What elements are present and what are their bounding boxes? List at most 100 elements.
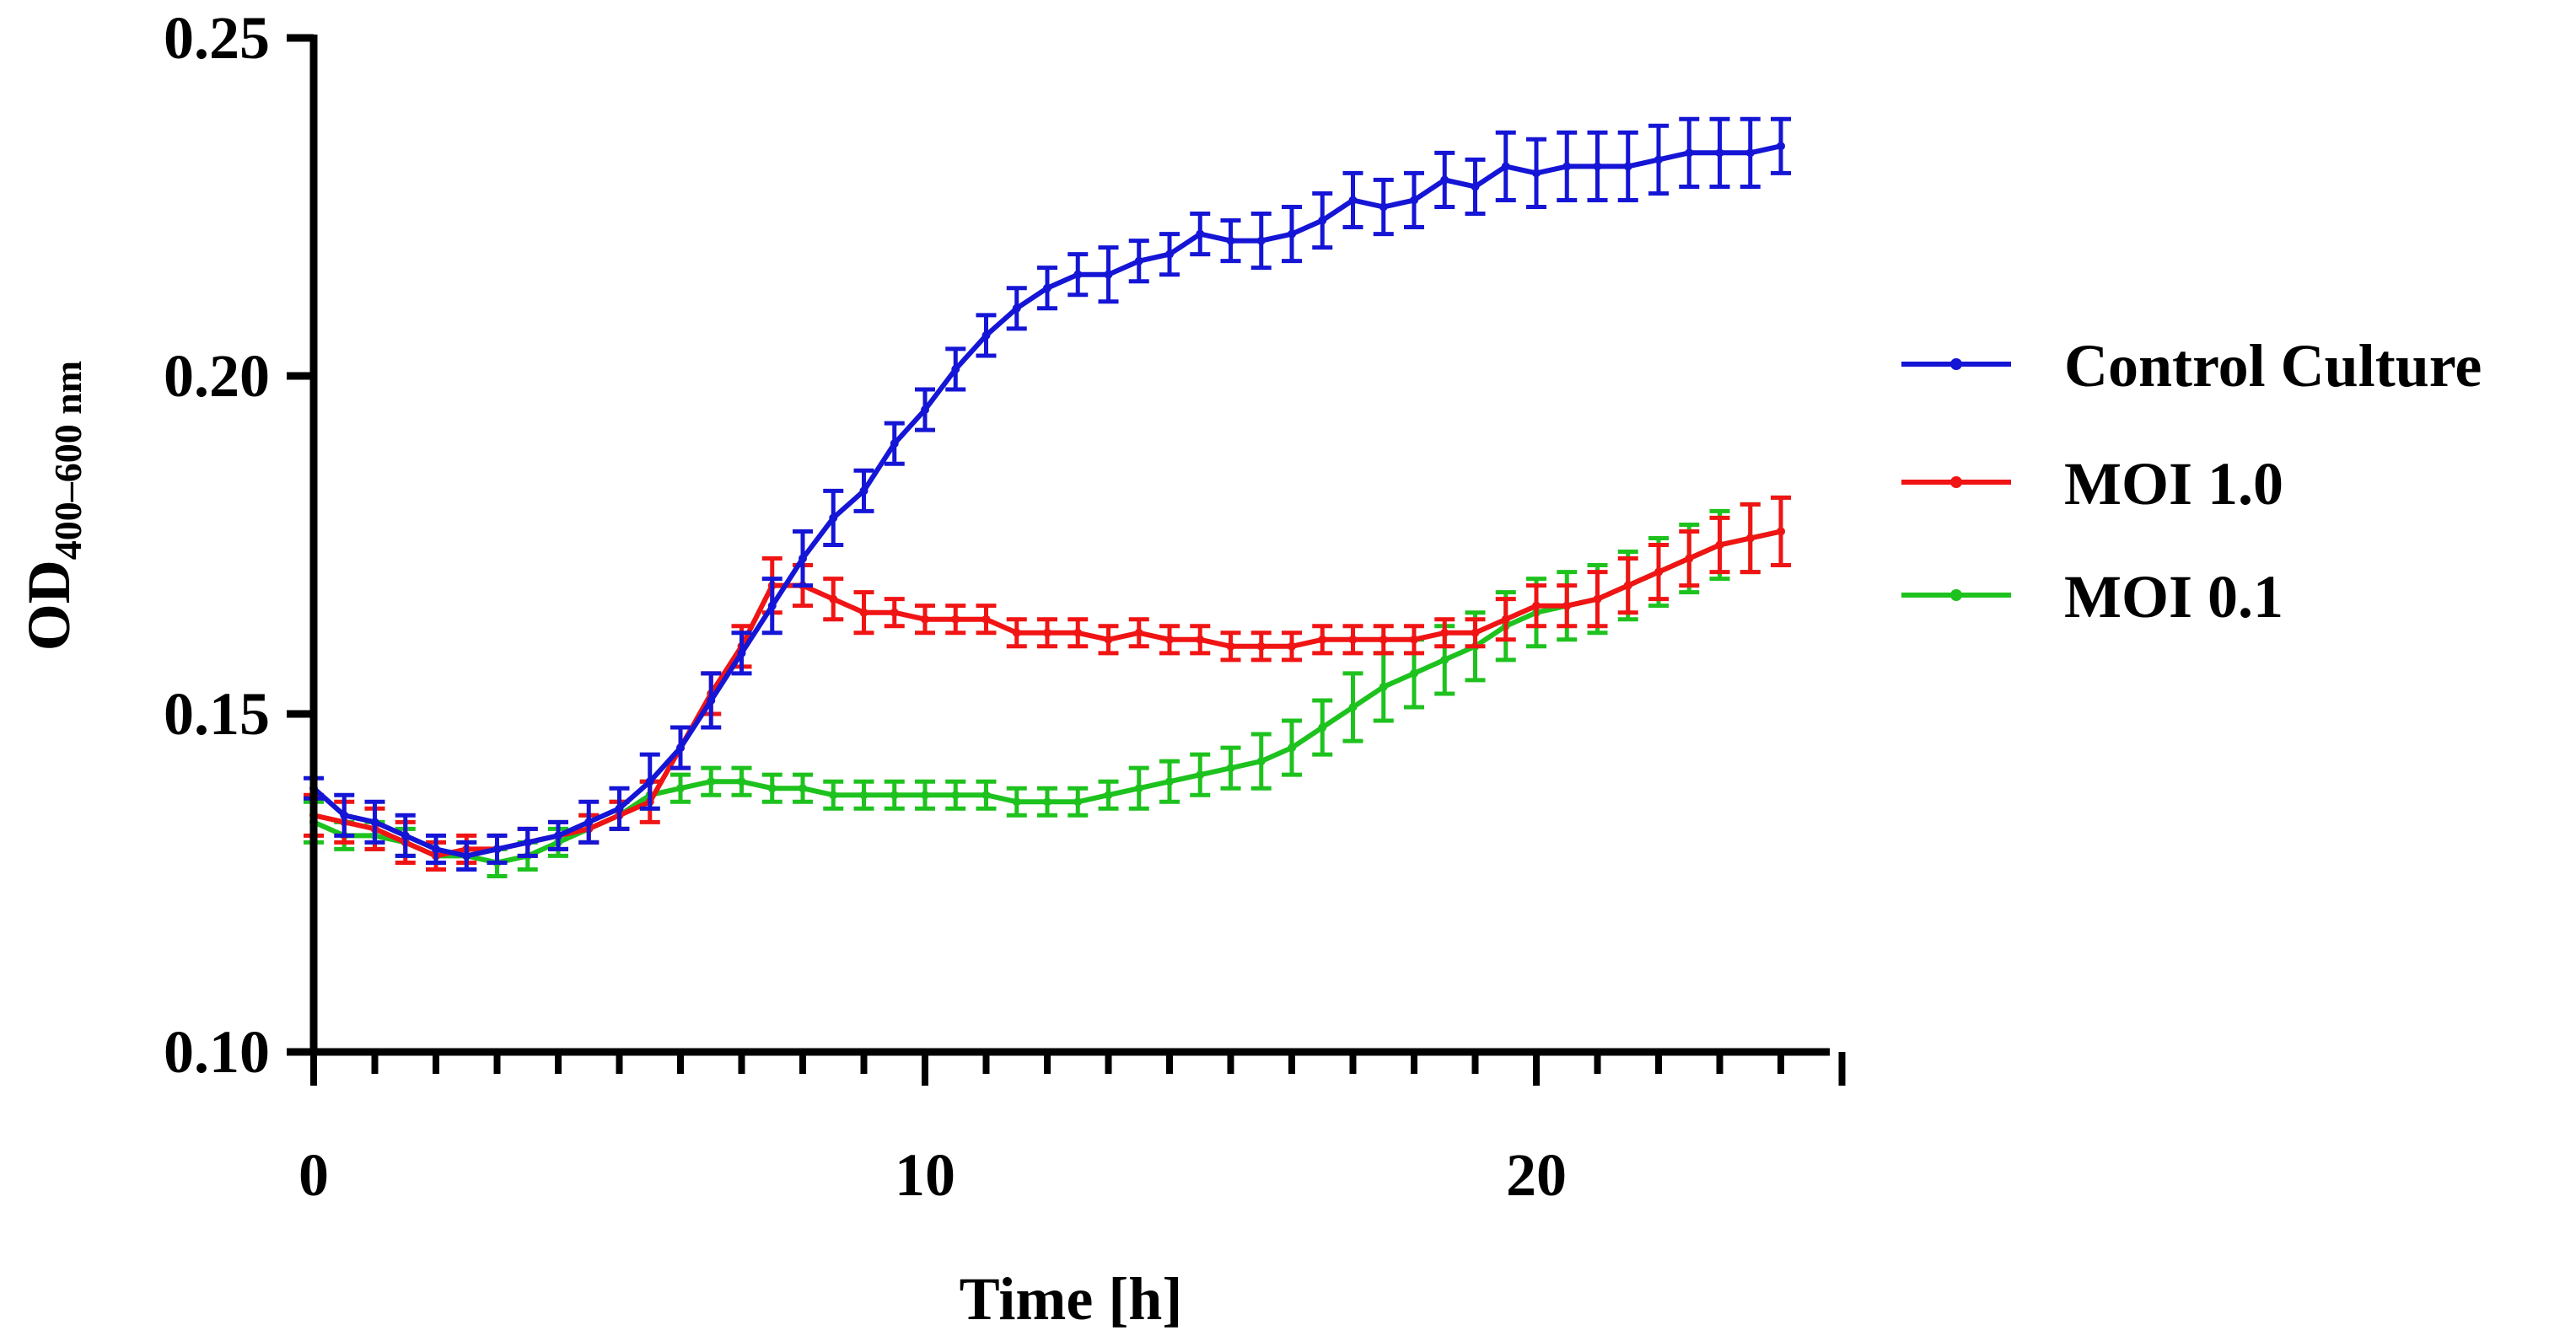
data-point [859, 791, 869, 800]
data-point [890, 608, 899, 617]
data-point [799, 554, 807, 563]
data-point [1348, 702, 1358, 711]
x-tick-label: 20 [1506, 1141, 1567, 1209]
data-point [1593, 594, 1602, 604]
data-point [1562, 601, 1572, 610]
data-point [1685, 554, 1694, 563]
legend-swatch-marker [1950, 589, 1962, 601]
data-point [1073, 797, 1083, 807]
data-point [981, 791, 991, 800]
data-point [1410, 668, 1418, 678]
data-point [981, 614, 991, 624]
data-point [1348, 635, 1358, 644]
data-point [890, 439, 899, 448]
data-point [1348, 196, 1358, 205]
data-point [981, 330, 991, 340]
data-point [767, 601, 777, 610]
x-tick-label: 10 [895, 1141, 955, 1209]
data-point [1532, 169, 1541, 178]
y-axis-title: OD400–600 nm [15, 361, 89, 651]
y-tick-label: 0.10 [164, 1018, 270, 1086]
y-tick-label: 0.15 [164, 680, 270, 748]
data-point [1165, 777, 1174, 786]
data-point [1165, 635, 1174, 644]
data-point [767, 784, 777, 793]
y-axis-title-main: OD [15, 560, 83, 651]
data-point [1318, 635, 1327, 644]
data-point [676, 784, 685, 793]
data-point [707, 695, 716, 705]
data-point [1196, 229, 1205, 239]
data-point [921, 791, 929, 800]
legend-swatch-marker [1950, 358, 1962, 370]
data-point [1226, 764, 1235, 773]
data-point [1440, 175, 1449, 185]
data-point [401, 831, 410, 840]
data-point [1379, 202, 1388, 212]
data-point [1073, 270, 1083, 279]
data-point [1256, 641, 1266, 651]
data-point [1288, 229, 1296, 239]
data-point [1623, 581, 1632, 590]
data-point [1226, 641, 1235, 651]
data-point [1471, 182, 1480, 191]
data-point [1410, 635, 1418, 644]
data-point [829, 791, 838, 800]
data-point [1043, 797, 1051, 807]
y-tick-label: 0.25 [164, 4, 270, 72]
data-point [492, 845, 502, 854]
data-point [890, 791, 899, 800]
data-point [1134, 784, 1143, 793]
data-point [1593, 162, 1602, 171]
data-point [340, 811, 349, 820]
series-line [312, 143, 1782, 859]
data-point [1410, 196, 1418, 205]
data-point [1043, 628, 1051, 637]
data-point [1318, 216, 1327, 225]
data-point [1440, 628, 1449, 637]
data-point [1288, 641, 1296, 651]
data-point [1043, 283, 1051, 292]
data-point [1532, 601, 1541, 610]
data-point [921, 405, 929, 415]
data-point [432, 845, 440, 854]
data-point [921, 614, 929, 624]
data-point [859, 608, 869, 617]
data-point [676, 743, 685, 753]
y-axis-title-subscript: 400–600 nm [46, 361, 89, 560]
data-point [951, 614, 960, 624]
data-point [523, 838, 532, 847]
legend-label: MOI 0.1 [2064, 563, 2283, 630]
data-point [1196, 635, 1205, 644]
data-point [645, 777, 654, 786]
data-point [1012, 303, 1021, 313]
data-point [1012, 797, 1021, 807]
data-point [1777, 527, 1785, 536]
data-point [554, 831, 562, 840]
data-point [1654, 155, 1663, 164]
data-point [1715, 148, 1724, 158]
data-point [1379, 635, 1388, 644]
data-point [737, 777, 746, 786]
legend-label: MOI 1.0 [2064, 450, 2283, 518]
data-point [1562, 162, 1572, 171]
data-point [1104, 791, 1113, 800]
data-point [1654, 567, 1663, 577]
data-point [1196, 770, 1205, 780]
y-tick-label: 0.20 [164, 342, 270, 410]
legend-label: Control Culture [2064, 332, 2482, 400]
data-point [1501, 162, 1510, 171]
data-point [829, 594, 838, 604]
data-point [1685, 148, 1694, 158]
data-point [1745, 148, 1755, 158]
data-point [1134, 628, 1143, 637]
data-point [1073, 628, 1083, 637]
data-point [799, 784, 807, 793]
data-point [1501, 614, 1510, 624]
data-point [1165, 249, 1174, 259]
x-tick-label: 0 [298, 1141, 329, 1209]
data-point [1777, 142, 1785, 151]
series-layer [304, 116, 1791, 878]
data-point [1715, 540, 1724, 550]
data-point [859, 486, 869, 496]
